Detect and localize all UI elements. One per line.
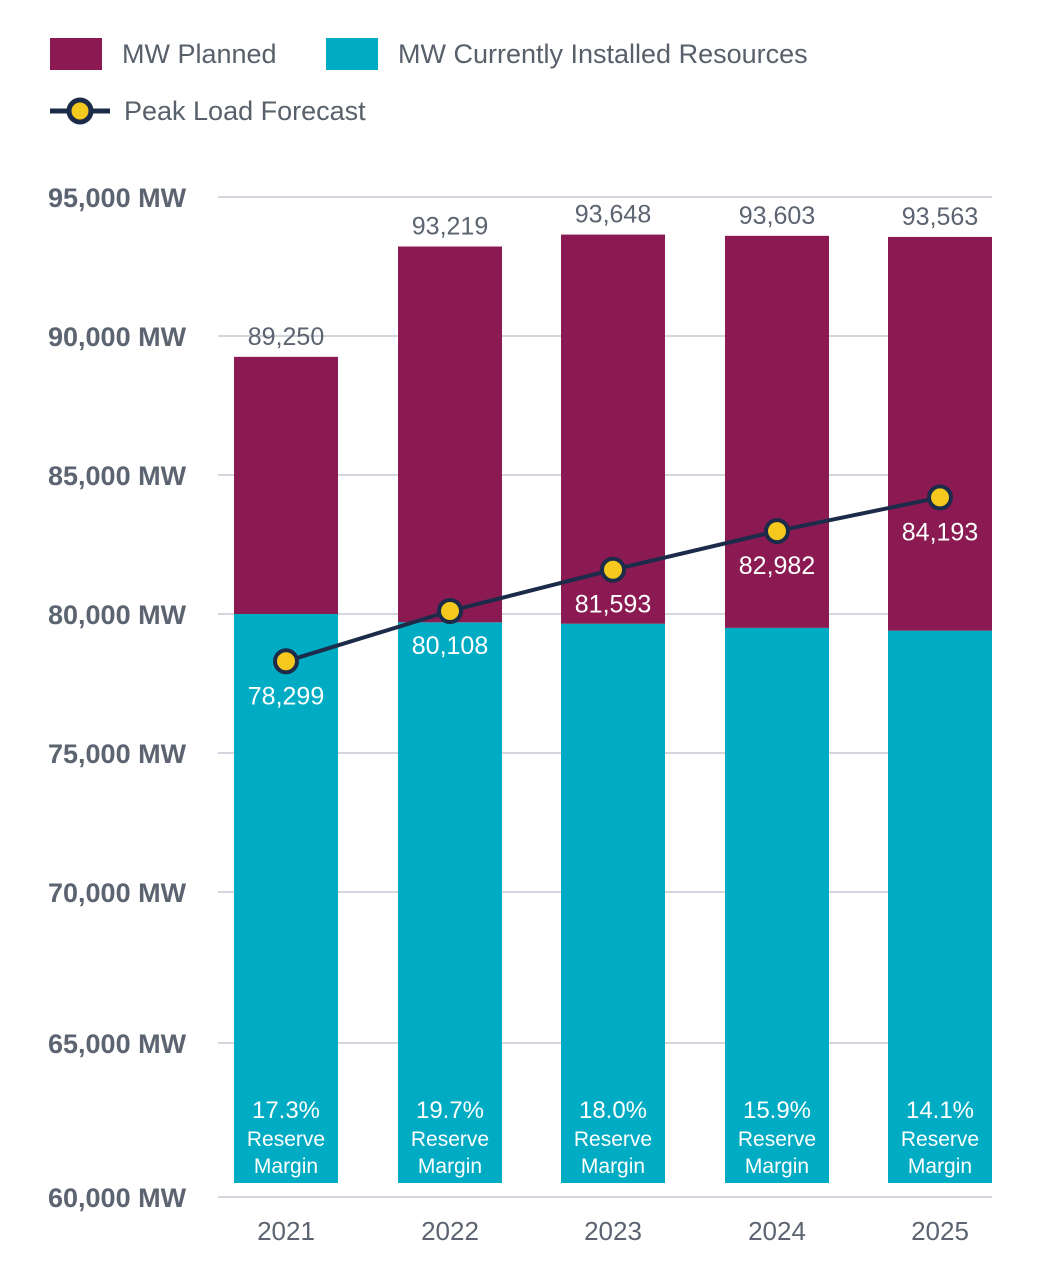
installed-swatch xyxy=(326,38,378,70)
x-tick-label: 2024 xyxy=(748,1216,806,1246)
y-tick-label: 90,000 MW xyxy=(48,322,187,352)
total-label: 93,648 xyxy=(575,201,651,229)
reserve-margin-text: Reserve xyxy=(574,1128,652,1151)
planned-bar xyxy=(398,246,502,623)
reserve-margin-value: 14.1% xyxy=(906,1097,974,1124)
reserve-margin-text: Margin xyxy=(418,1155,482,1178)
planned-bar xyxy=(725,235,829,628)
y-tick-label: 85,000 MW xyxy=(48,461,187,491)
total-label: 89,250 xyxy=(248,323,324,351)
reserve-margin-text: Margin xyxy=(581,1155,645,1178)
reserve-margin-text: Margin xyxy=(745,1155,809,1178)
peak-load-label: 82,982 xyxy=(739,552,815,580)
peak-load-marker xyxy=(437,597,463,624)
total-label: 93,219 xyxy=(412,213,488,241)
reserve-margin-value: 19.7% xyxy=(416,1097,484,1124)
reserve-margin-value: 18.0% xyxy=(579,1097,647,1124)
y-tick-label: 80,000 MW xyxy=(48,600,187,630)
installed-bar xyxy=(725,627,829,1183)
reserve-margin-value: 17.3% xyxy=(252,1097,320,1124)
planned-bar xyxy=(234,356,338,614)
planned-bar xyxy=(888,236,992,631)
peak-load-marker xyxy=(764,518,790,545)
x-tick-label: 2025 xyxy=(911,1216,969,1246)
peak-load-label: 81,593 xyxy=(575,591,651,619)
total-label: 93,603 xyxy=(739,202,815,230)
reserve-margin-text: Reserve xyxy=(901,1128,979,1151)
legend-item-planned: MW Planned xyxy=(50,38,277,70)
installed-bar xyxy=(561,623,665,1183)
installed-bar xyxy=(888,630,992,1183)
y-tick-label: 70,000 MW xyxy=(48,878,187,908)
peak-load-marker xyxy=(927,484,953,511)
line-with-circle-marker-icon xyxy=(50,97,110,125)
x-tick-label: 2021 xyxy=(257,1216,315,1246)
legend-label-planned: MW Planned xyxy=(122,38,277,69)
reserve-margin-text: Margin xyxy=(908,1155,972,1178)
reserve-margin-text: Margin xyxy=(254,1155,318,1178)
x-tick-label: 2023 xyxy=(584,1216,642,1246)
total-label: 93,563 xyxy=(902,203,978,231)
y-tick-label: 95,000 MW xyxy=(48,183,187,213)
reserve-margin-text: Reserve xyxy=(247,1128,325,1151)
peak-load-marker xyxy=(600,556,626,583)
installed-bar xyxy=(234,614,338,1183)
legend-label-installed: MW Currently Installed Resources xyxy=(398,38,808,69)
y-tick-label: 75,000 MW xyxy=(48,739,187,769)
peak-load-label: 84,193 xyxy=(902,518,978,546)
peak-load-label: 78,299 xyxy=(248,682,324,710)
installed-bar xyxy=(398,622,502,1183)
reserve-margin-text: Reserve xyxy=(738,1128,816,1151)
x-tick-label: 2022 xyxy=(421,1216,479,1246)
reserve-margin-value: 15.9% xyxy=(743,1097,811,1124)
y-tick-label: 60,000 MW xyxy=(48,1183,187,1213)
planned-swatch xyxy=(50,38,102,70)
legend-item-installed: MW Currently Installed Resources xyxy=(326,38,808,70)
reserve-margin-text: Reserve xyxy=(411,1128,489,1151)
legend-label-peak: Peak Load Forecast xyxy=(124,95,366,126)
peak-load-marker xyxy=(273,648,299,675)
legend-item-peak: Peak Load Forecast xyxy=(50,95,366,127)
peak-load-label: 80,108 xyxy=(412,632,488,660)
y-tick-label: 65,000 MW xyxy=(48,1029,187,1059)
